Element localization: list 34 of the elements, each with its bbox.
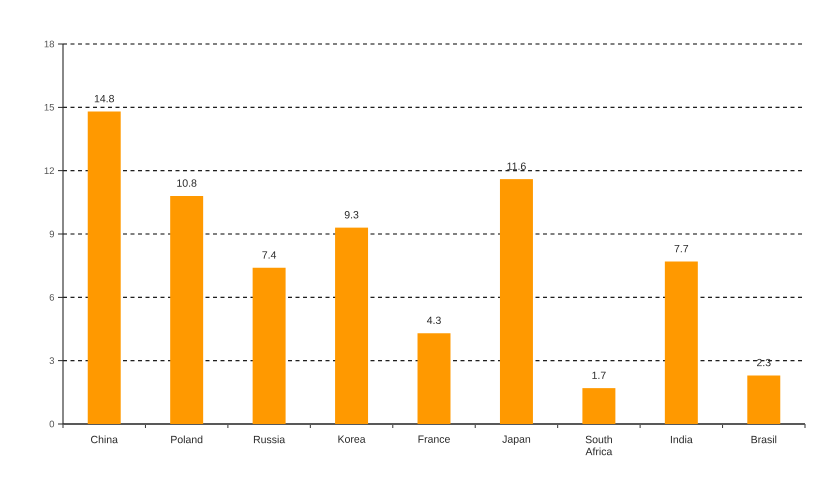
x-tick-label: France xyxy=(418,436,450,443)
y-tick-label: 9 xyxy=(50,230,54,238)
x-tick-label: Brasil xyxy=(752,436,776,444)
data-label: 14.8 xyxy=(94,94,114,102)
x-tick-label: Poland xyxy=(171,436,202,444)
data-label: 10.8 xyxy=(177,179,196,187)
bar xyxy=(747,375,780,424)
x-tick-label: China xyxy=(91,436,118,444)
data-label: 7.4 xyxy=(262,251,276,259)
x-tick-label: Russia xyxy=(254,436,286,444)
bar xyxy=(88,112,121,424)
data-label: 2.3 xyxy=(757,358,771,366)
y-tick-label: 0 xyxy=(50,420,54,428)
data-label: 4.3 xyxy=(426,316,441,324)
y-tick-label: 18 xyxy=(44,40,54,48)
data-label: 7.7 xyxy=(674,245,688,252)
x-tick-label: Korea xyxy=(338,436,366,443)
x-tick-label: Japan xyxy=(502,436,530,445)
data-label: 9.3 xyxy=(344,211,358,218)
bar xyxy=(170,196,204,424)
x-tick-label: South Africa xyxy=(585,436,612,456)
y-tick-label: 6 xyxy=(50,294,54,301)
y-tick-label: 15 xyxy=(44,104,54,111)
data-label: 11.6 xyxy=(507,162,526,170)
y-tick-label: 3 xyxy=(50,357,54,364)
data-label: 1.7 xyxy=(592,372,606,379)
y-tick-label: 12 xyxy=(44,167,54,174)
x-tick-label: India xyxy=(670,436,693,444)
bar xyxy=(500,179,533,424)
bar xyxy=(664,261,698,424)
bar xyxy=(252,268,286,424)
bar xyxy=(418,333,450,424)
bar xyxy=(582,388,616,424)
bar xyxy=(335,228,368,424)
